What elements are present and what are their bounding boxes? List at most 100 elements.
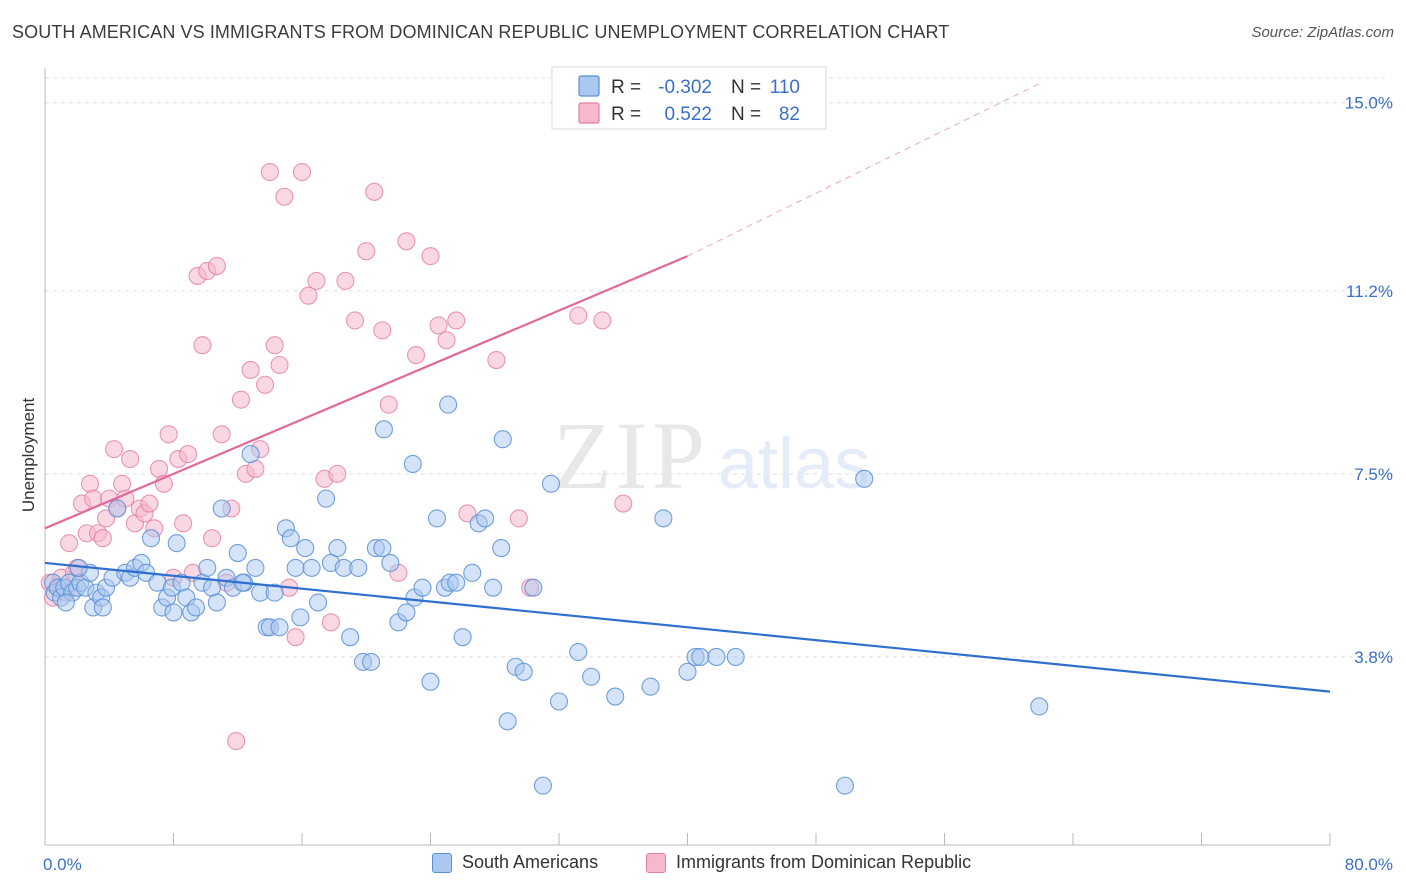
point-dominican-59 xyxy=(321,613,340,632)
watermark: ZIP atlas xyxy=(553,402,870,509)
point-south-american-98 xyxy=(855,469,874,488)
legend-item-south-americans[interactable]: South Americans xyxy=(432,852,598,873)
point-south-american-100 xyxy=(56,593,75,612)
point-dominican-16 xyxy=(105,440,124,459)
legend-top-n-value-pink: 82 xyxy=(779,104,800,125)
point-dominican-60 xyxy=(328,464,347,483)
point-south-american-88 xyxy=(569,642,588,662)
point-south-american-42 xyxy=(246,558,265,577)
legend-item-dominican[interactable]: Immigrants from Dominican Republic xyxy=(646,852,971,873)
point-south-american-109 xyxy=(582,667,601,686)
point-dominican-68 xyxy=(397,232,416,251)
point-dominican-62 xyxy=(345,311,365,330)
point-dominican-42 xyxy=(227,732,246,751)
y-tick-label-1: 7.5% xyxy=(1354,465,1393,484)
legend-label-dominican: Immigrants from Dominican Republic xyxy=(676,852,972,872)
point-south-american-86 xyxy=(541,474,561,493)
point-dominican-79 xyxy=(593,311,612,330)
point-south-american-79 xyxy=(484,578,503,597)
point-south-american-69 xyxy=(413,578,432,597)
y-tick-label-3: 15.0% xyxy=(1345,94,1393,113)
point-south-american-31 xyxy=(186,598,206,617)
legend-top-r-label-pink: R = xyxy=(611,104,641,125)
point-south-american-52 xyxy=(296,539,315,558)
y-axis-label: Unemployment xyxy=(19,398,38,513)
source-label: Source: ZipAtlas.com xyxy=(1251,24,1394,41)
series-dominican-points xyxy=(40,93,633,751)
point-south-american-76 xyxy=(463,563,482,582)
point-dominican-55 xyxy=(292,162,312,182)
point-south-american-54 xyxy=(309,593,328,612)
point-south-american-22 xyxy=(141,529,161,548)
point-dominican-57 xyxy=(307,271,326,290)
point-dominican-66 xyxy=(379,395,398,414)
point-south-american-81 xyxy=(498,712,517,731)
point-south-american-36 xyxy=(212,499,231,518)
point-dominican-54 xyxy=(286,628,305,647)
point-dominican-45 xyxy=(241,360,260,380)
x-tick-label-0: 0.0% xyxy=(43,855,82,874)
point-dominican-5 xyxy=(60,534,79,553)
legend-swatch-blue xyxy=(432,852,452,873)
legend-top-swatch-blue xyxy=(578,75,600,97)
y-tick-label-0: 3.8% xyxy=(1354,648,1393,667)
point-dominican-49 xyxy=(260,162,279,182)
point-south-american-35 xyxy=(207,593,226,612)
point-south-american-80 xyxy=(492,539,511,558)
point-dominican-70 xyxy=(421,247,440,266)
point-south-american-41 xyxy=(241,445,260,464)
legend-swatch-pink xyxy=(646,852,666,873)
point-dominican-50 xyxy=(265,336,284,355)
point-dominican-52 xyxy=(275,187,294,206)
point-south-american-74 xyxy=(447,573,466,592)
point-south-american-57 xyxy=(328,539,347,558)
point-south-american-46 xyxy=(265,583,284,602)
point-dominican-78 xyxy=(569,306,588,325)
point-dominican-20 xyxy=(121,449,140,469)
legend-top-r-label-blue: R = xyxy=(611,77,641,98)
point-south-american-55 xyxy=(317,489,336,508)
point-south-american-70 xyxy=(421,672,440,691)
x-tick-label-1: 80.0% xyxy=(1345,855,1393,874)
point-dominican-69 xyxy=(406,346,426,365)
point-dominican-81 xyxy=(614,494,633,513)
point-dominican-64 xyxy=(365,182,384,201)
point-south-american-95 xyxy=(707,647,726,667)
point-south-american-99 xyxy=(1030,697,1049,716)
point-south-american-27 xyxy=(167,534,186,553)
point-south-american-64 xyxy=(373,539,392,558)
point-dominican-37 xyxy=(203,529,222,548)
trend-dominican xyxy=(44,255,688,530)
point-south-american-102 xyxy=(93,598,112,617)
point-dominican-28 xyxy=(159,425,178,444)
point-dominican-61 xyxy=(336,271,355,290)
point-dominican-39 xyxy=(212,425,231,444)
watermark-atlas: atlas xyxy=(718,424,870,504)
point-south-american-59 xyxy=(341,628,360,647)
point-south-american-53 xyxy=(302,558,321,577)
point-south-american-49 xyxy=(281,529,300,548)
point-dominican-43 xyxy=(231,390,251,409)
point-dominican-13 xyxy=(93,529,112,548)
point-dominican-18 xyxy=(113,474,132,493)
legend-top-n-value-blue: 110 xyxy=(770,77,800,98)
tick-labels: 3.8% 7.5% 11.2% 15.0% 0.0% 80.0% xyxy=(43,94,1393,874)
point-south-american-85 xyxy=(533,776,552,795)
legend-bottom: South Americans Immigrants from Dominica… xyxy=(0,850,1406,880)
point-dominican-35 xyxy=(193,336,212,355)
point-dominican-31 xyxy=(174,514,193,533)
point-dominican-63 xyxy=(357,242,376,261)
point-south-american-47 xyxy=(270,618,289,637)
point-south-american-84 xyxy=(524,578,543,597)
point-south-american-62 xyxy=(362,652,381,671)
point-south-american-104 xyxy=(374,420,393,439)
point-south-american-96 xyxy=(726,647,745,667)
point-dominican-71 xyxy=(429,316,448,335)
legend-top-n-label-blue: N = xyxy=(731,77,761,98)
point-dominican-75 xyxy=(487,351,506,370)
point-dominican-24 xyxy=(140,494,159,513)
point-dominican-32 xyxy=(178,445,198,464)
point-dominican-73 xyxy=(447,311,466,330)
point-dominican-65 xyxy=(373,321,392,340)
